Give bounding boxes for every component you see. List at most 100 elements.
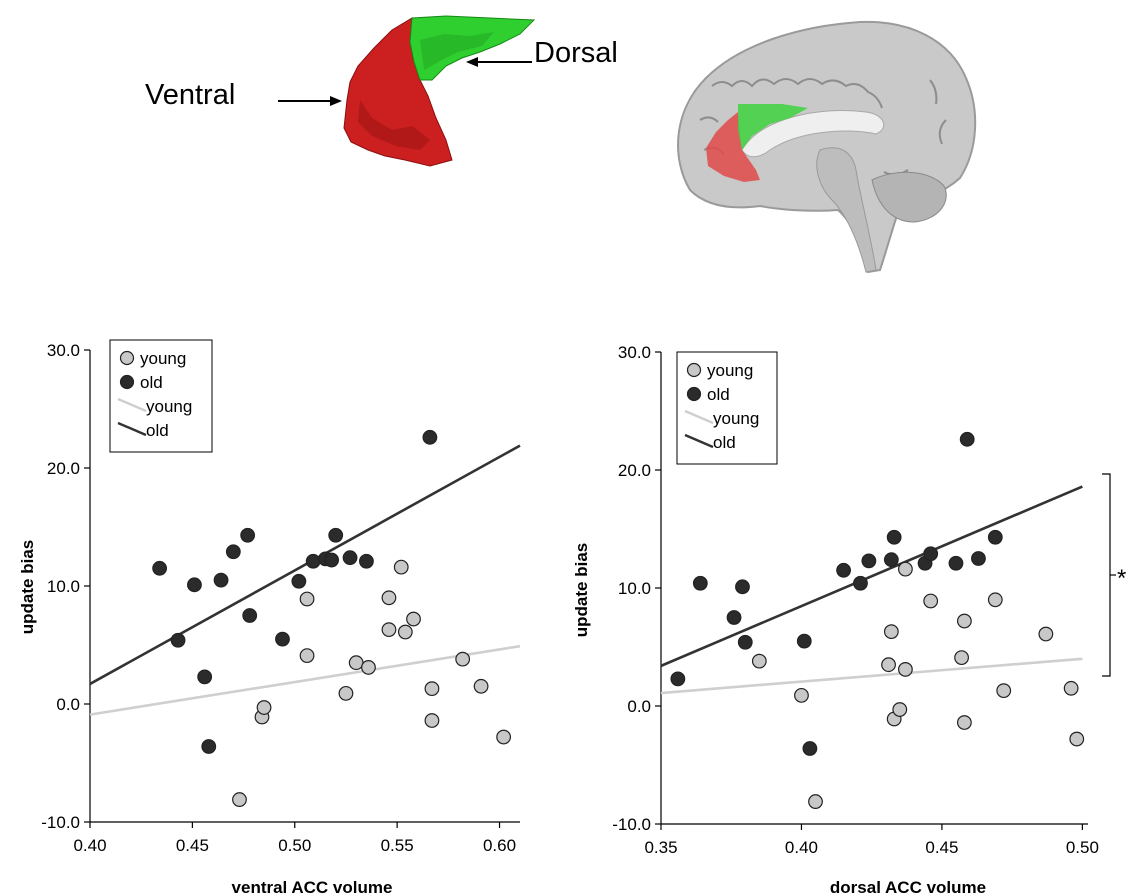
- point-young: [406, 611, 421, 627]
- legend-marker-old: [686, 386, 702, 402]
- acc-3d-render: Ventral Dorsal: [145, 15, 618, 167]
- point-young: [883, 624, 899, 640]
- fit-line-young: [660, 657, 1083, 695]
- legend-label: old: [140, 373, 163, 392]
- point-young: [956, 715, 972, 730]
- point-young: [996, 683, 1012, 699]
- dorsal-region-3d: [409, 15, 536, 81]
- legend: young old young old: [676, 351, 778, 465]
- legend-marker-old: [119, 374, 135, 390]
- point-young: [455, 651, 471, 667]
- point-young: [381, 590, 397, 606]
- point-old: [670, 671, 686, 687]
- point-young: [256, 700, 272, 715]
- sagittal-brain-image: [677, 20, 977, 274]
- legend-label: young: [140, 349, 186, 368]
- x-tick-label: 0.55: [381, 836, 414, 855]
- ventral-region-slice: [706, 112, 760, 182]
- point-old: [802, 741, 818, 756]
- point-young: [338, 685, 354, 701]
- x-tick-label: 0.60: [483, 836, 516, 855]
- x-tick-label: 0.40: [73, 836, 106, 855]
- point-old: [213, 572, 229, 588]
- fit-line-old: [89, 444, 521, 686]
- y-axis-title: update bias: [18, 540, 37, 634]
- ventral-arrow-head: [330, 96, 342, 106]
- x-tick-label: 0.35: [644, 838, 677, 857]
- point-young: [1063, 680, 1079, 696]
- point-old: [923, 546, 939, 562]
- point-young: [299, 648, 315, 664]
- point-young: [898, 561, 913, 577]
- y-tick-label: 20.0: [618, 461, 651, 480]
- point-old: [959, 431, 975, 447]
- point-old: [861, 553, 877, 569]
- point-old: [726, 610, 742, 625]
- brainstem: [816, 147, 877, 273]
- point-young: [1069, 731, 1085, 747]
- point-old: [359, 553, 374, 569]
- point-old: [170, 632, 186, 648]
- legend-marker-young: [119, 350, 135, 366]
- point-old: [152, 560, 168, 576]
- point-old: [422, 429, 438, 445]
- point-young: [473, 678, 489, 694]
- ventral-label: Ventral: [145, 79, 235, 111]
- point-young: [923, 593, 939, 609]
- point-young: [361, 660, 376, 675]
- point-old: [291, 573, 307, 589]
- y-tick-label: -10.0: [41, 813, 80, 832]
- point-old: [225, 544, 241, 560]
- dorsal-region-3d-shade: [420, 32, 494, 70]
- fit-line-old: [660, 485, 1083, 668]
- point-old: [305, 553, 321, 569]
- y-tick-label: 0.0: [56, 695, 80, 714]
- point-old: [886, 529, 902, 545]
- dorsal-label: Dorsal: [534, 37, 618, 69]
- point-young: [956, 613, 972, 629]
- x-axis-title: dorsal ACC volume: [830, 878, 986, 895]
- point-old: [201, 739, 217, 754]
- point-old: [342, 550, 358, 566]
- point-old: [987, 529, 1003, 545]
- cerebellum: [871, 171, 947, 223]
- y-tick-label: 20.0: [47, 459, 80, 478]
- legend: young old young old: [109, 339, 213, 453]
- y-tick-label: 0.0: [627, 697, 651, 716]
- point-old: [971, 551, 986, 566]
- point-old: [242, 608, 258, 623]
- point-old: [324, 552, 340, 568]
- point-young: [751, 653, 767, 669]
- x-tick-label: 0.40: [785, 838, 818, 857]
- point-young: [299, 591, 315, 607]
- point-young: [397, 624, 413, 640]
- y-tick-label: -10.0: [612, 815, 651, 834]
- point-old: [853, 575, 868, 591]
- x-tick-label: 0.45: [925, 838, 958, 857]
- legend-line-old: [117, 421, 147, 437]
- legend-line-old: [684, 433, 714, 449]
- y-tick-label: 30.0: [618, 343, 651, 362]
- significance-bracket: [1102, 473, 1111, 677]
- legend-marker-young: [686, 362, 702, 378]
- point-old: [187, 577, 202, 593]
- point-young: [892, 702, 908, 717]
- chart-ventral: 0.40 0.45 0.50 0.55 0.60 -10.0 0.0 10.0 20.0 30.…: [18, 339, 521, 895]
- legend-line-young: [684, 409, 714, 425]
- x-tick-label: 0.45: [176, 836, 209, 855]
- point-old: [836, 562, 851, 578]
- point-old: [883, 552, 899, 568]
- chart-dorsal: 0.35 0.40 0.45 0.50 -10.0 0.0 10.0 20.0 30.0 do…: [572, 343, 1126, 895]
- point-old: [737, 634, 753, 650]
- y-tick-label: 10.0: [47, 577, 80, 596]
- y-axis-title: update bias: [572, 543, 591, 637]
- legend-label: old: [713, 433, 736, 452]
- point-old: [328, 527, 344, 543]
- legend-label: old: [146, 421, 169, 440]
- point-old: [948, 555, 964, 571]
- legend-line-young: [117, 397, 147, 413]
- ventral-region-3d-shade: [358, 100, 430, 150]
- point-young: [424, 713, 440, 728]
- legend-label: old: [707, 385, 730, 404]
